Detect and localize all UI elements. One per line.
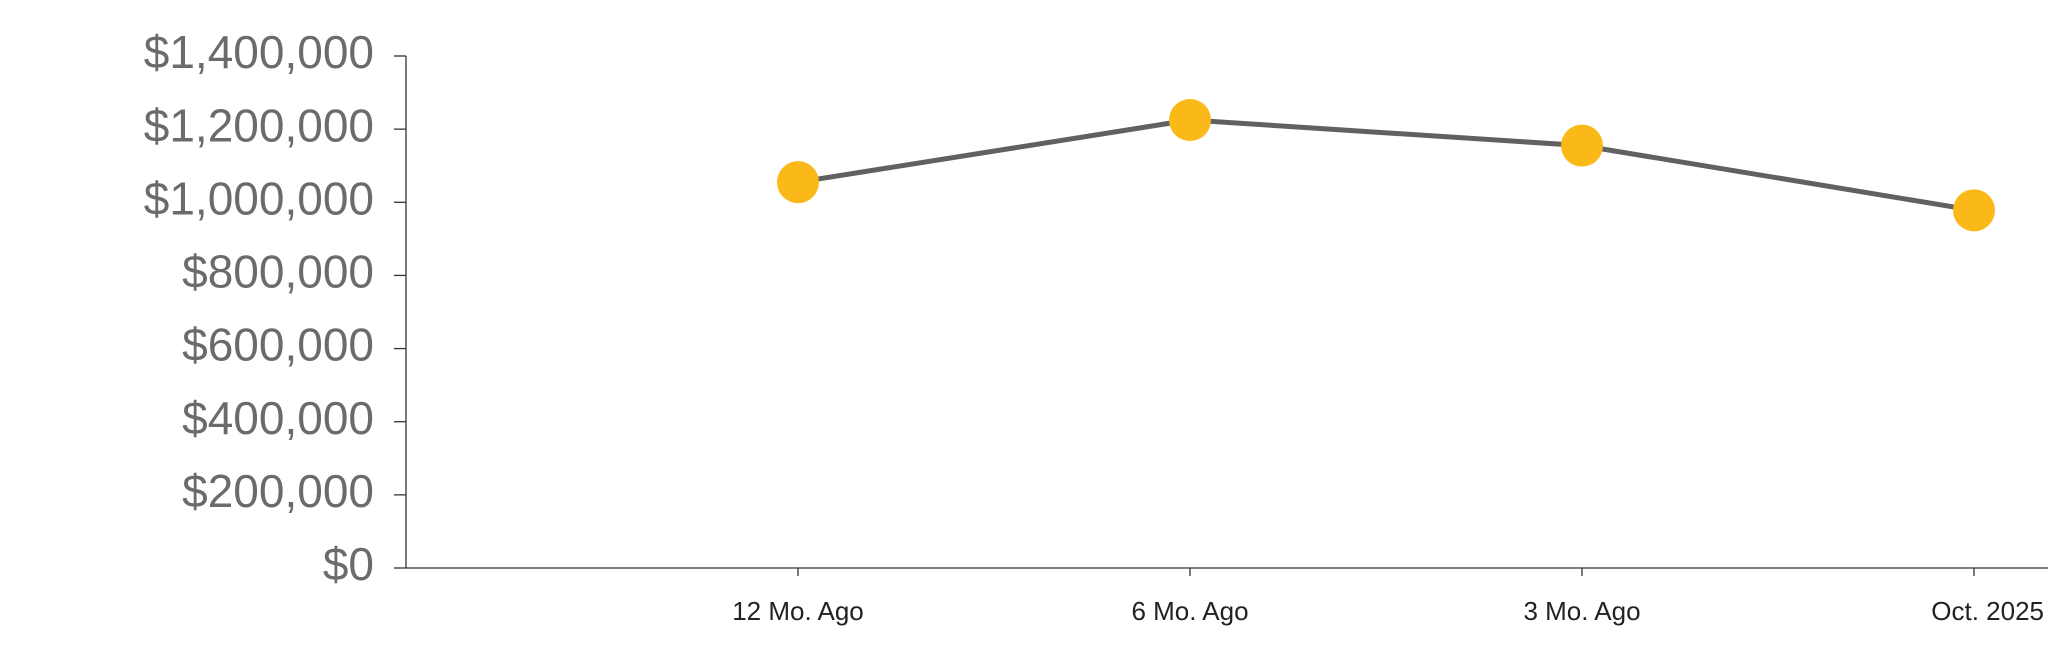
x-tick-label: Oct. 2025 [1931,596,2044,626]
data-point [1169,99,1211,141]
y-tick-label: $200,000 [182,465,374,517]
y-tick-label: $400,000 [182,392,374,444]
x-tick-label: 12 Mo. Ago [732,596,864,626]
x-tick-label: 3 Mo. Ago [1523,596,1640,626]
series-line [797,117,1975,213]
y-tick-label: $1,000,000 [144,172,374,224]
y-tick-label: $1,200,000 [144,99,374,151]
data-point [1953,189,1995,232]
data-point [777,161,819,204]
x-tick-label: 6 Mo. Ago [1131,596,1248,626]
y-tick-label: $1,400,000 [144,26,374,78]
y-tick-label: $600,000 [182,319,374,371]
y-tick-label: $800,000 [182,246,374,298]
data-point [1561,124,1603,167]
y-tick-label: $0 [323,538,374,590]
